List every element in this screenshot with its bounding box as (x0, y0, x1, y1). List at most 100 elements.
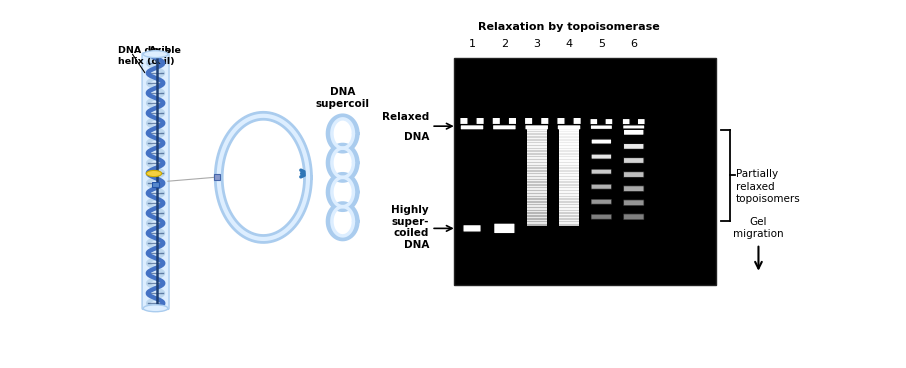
Bar (559, 151, 579, 153)
Bar (526, 191, 546, 193)
Bar (526, 181, 546, 184)
Text: Highly
super-
coiled
DNA: Highly super- coiled DNA (391, 205, 429, 250)
Bar (559, 188, 579, 190)
Bar (526, 172, 546, 174)
FancyBboxPatch shape (493, 125, 516, 130)
Text: DNA
supercoil: DNA supercoil (315, 87, 370, 109)
FancyBboxPatch shape (591, 154, 612, 159)
FancyBboxPatch shape (623, 200, 644, 206)
Bar (559, 205, 579, 207)
FancyBboxPatch shape (557, 125, 581, 130)
Bar (559, 154, 579, 156)
Bar (559, 220, 579, 223)
Bar (559, 222, 579, 224)
Bar (526, 220, 546, 223)
Bar (559, 180, 579, 182)
Bar (559, 149, 579, 151)
Bar (526, 137, 546, 139)
Bar (526, 146, 546, 148)
Bar (526, 197, 546, 199)
FancyBboxPatch shape (637, 118, 645, 130)
Bar (526, 152, 546, 155)
Bar (559, 146, 579, 148)
Text: Relaxation by topoisomerase: Relaxation by topoisomerase (478, 22, 660, 32)
Bar (526, 160, 546, 162)
Bar (526, 203, 546, 206)
Bar (526, 171, 546, 173)
Bar (526, 174, 546, 176)
Bar (526, 135, 546, 137)
FancyBboxPatch shape (590, 125, 612, 130)
Bar (526, 206, 546, 209)
Bar (559, 185, 579, 187)
Bar (559, 155, 579, 158)
Bar (559, 178, 579, 181)
Bar (559, 211, 579, 213)
Bar (526, 149, 546, 151)
Bar (526, 178, 546, 181)
Bar (559, 138, 579, 141)
Bar (559, 202, 579, 204)
Bar (526, 130, 546, 133)
Bar (559, 135, 579, 137)
Bar (526, 177, 546, 179)
Text: 1: 1 (468, 39, 476, 49)
Bar (559, 200, 579, 202)
Bar (214, 174, 220, 180)
Bar (559, 172, 579, 174)
Bar (526, 214, 546, 216)
Bar (559, 141, 579, 144)
Bar (526, 200, 546, 202)
FancyBboxPatch shape (492, 117, 500, 130)
Bar (526, 151, 546, 153)
FancyBboxPatch shape (590, 118, 598, 130)
Bar (526, 143, 546, 145)
Bar (526, 163, 546, 165)
FancyBboxPatch shape (591, 199, 612, 205)
Bar (559, 137, 579, 139)
FancyBboxPatch shape (463, 224, 481, 232)
Bar (526, 202, 546, 204)
Bar (526, 134, 546, 136)
Bar (559, 213, 579, 215)
Bar (559, 181, 579, 184)
Bar (559, 219, 579, 221)
Bar (526, 192, 546, 195)
Bar (559, 132, 579, 134)
Bar (526, 154, 546, 156)
Text: 5: 5 (598, 39, 605, 49)
Bar (559, 148, 579, 150)
FancyBboxPatch shape (525, 117, 533, 130)
FancyBboxPatch shape (591, 169, 612, 174)
Bar (526, 166, 546, 168)
Bar (526, 219, 546, 221)
FancyBboxPatch shape (460, 125, 484, 130)
Bar (559, 199, 579, 201)
Text: Gel
migration: Gel migration (733, 217, 784, 239)
Bar (526, 188, 546, 190)
Bar (526, 158, 546, 160)
Bar (559, 144, 579, 147)
Bar (526, 141, 546, 144)
Bar (559, 130, 579, 133)
Bar (559, 140, 579, 142)
Bar (559, 191, 579, 193)
Ellipse shape (143, 305, 168, 312)
Bar (559, 167, 579, 170)
Bar (526, 140, 546, 142)
Bar (559, 183, 579, 185)
FancyBboxPatch shape (623, 185, 644, 192)
Bar (526, 129, 546, 131)
FancyBboxPatch shape (623, 214, 644, 220)
Bar (559, 186, 579, 188)
FancyBboxPatch shape (142, 53, 169, 309)
Text: Axis: Axis (149, 46, 172, 55)
Text: DNA: DNA (403, 132, 429, 142)
FancyBboxPatch shape (476, 117, 485, 130)
Bar (526, 186, 546, 188)
Bar (526, 222, 546, 224)
Bar (526, 167, 546, 170)
Ellipse shape (146, 170, 161, 177)
Text: 3: 3 (534, 39, 540, 49)
Bar (526, 183, 546, 185)
